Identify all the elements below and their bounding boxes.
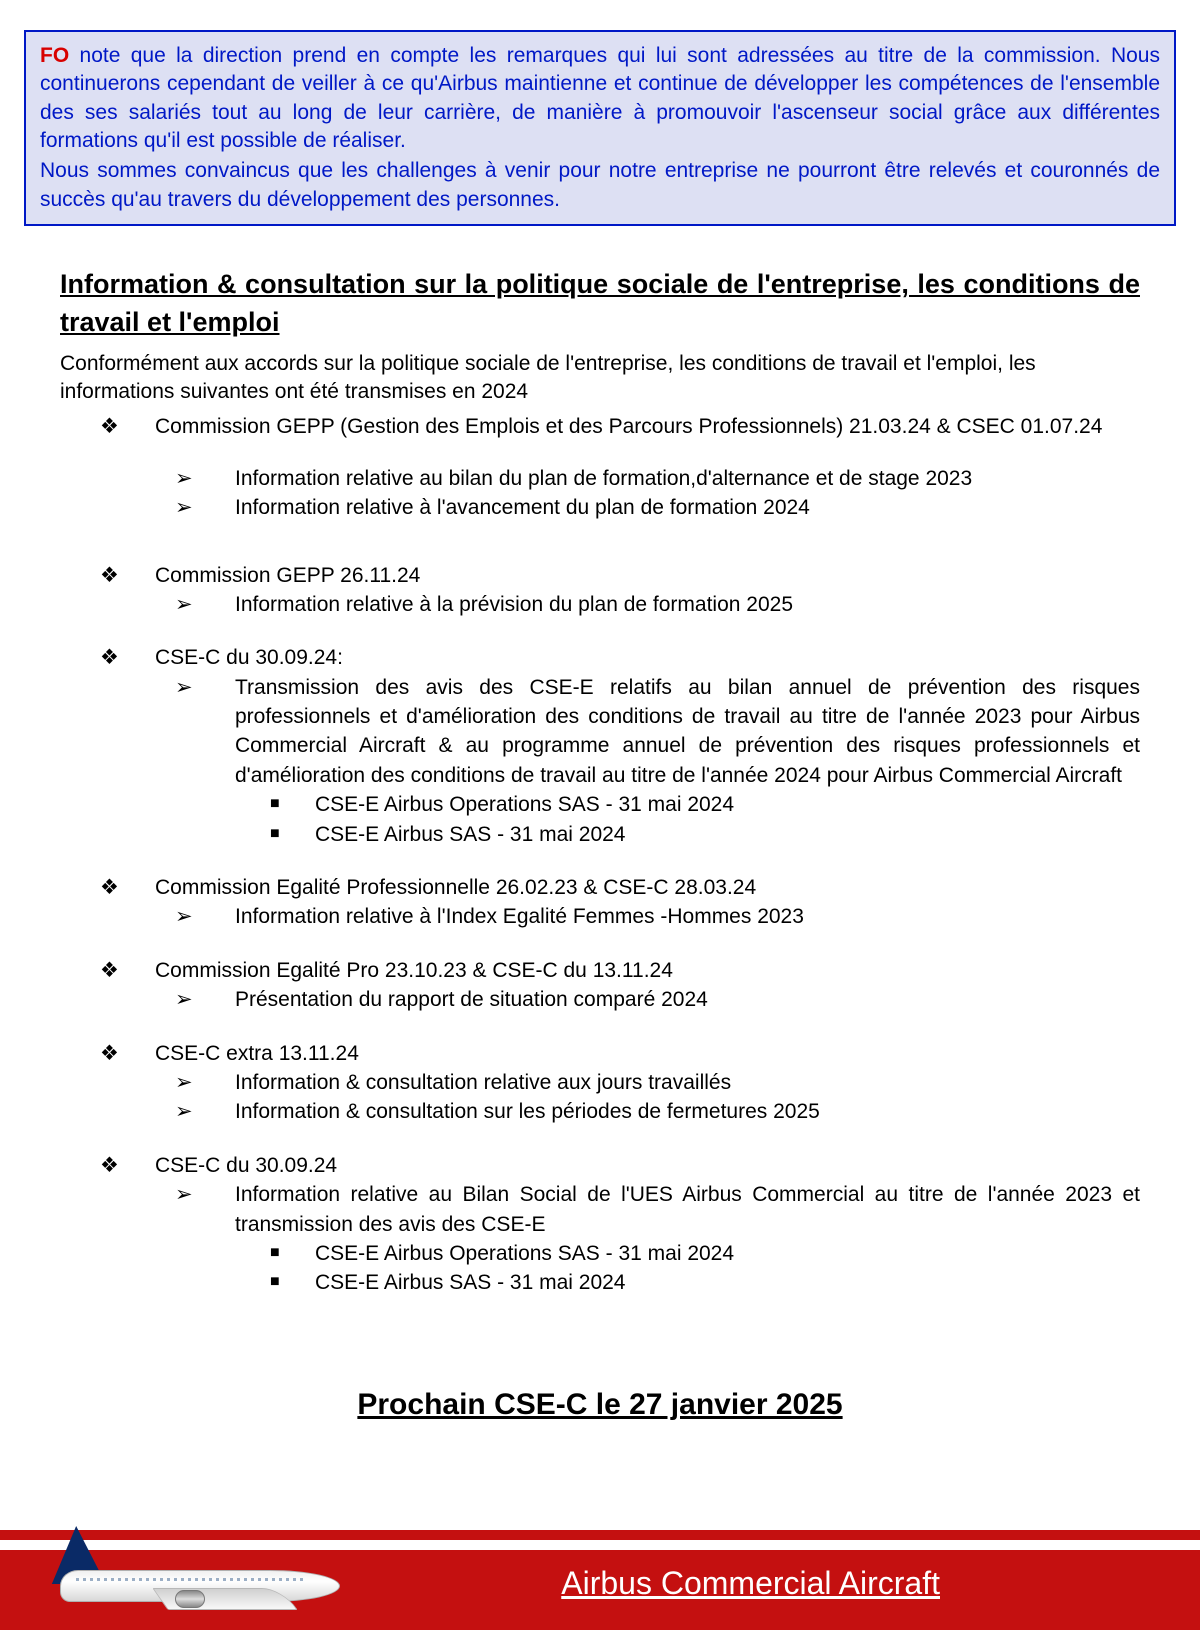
list-item: ❖Commission GEPP 26.11.24 <box>100 561 1140 590</box>
arrow-icon: ➢ <box>175 1068 235 1097</box>
list-item: ➢Information relative à la prévision du … <box>175 590 1140 619</box>
diamond-icon: ❖ <box>100 643 155 672</box>
list-item: ❖Commission Egalité Professionnelle 26.0… <box>100 873 1140 902</box>
arrow-icon: ➢ <box>175 1097 235 1126</box>
diamond-icon: ❖ <box>100 1151 155 1180</box>
square-icon: ■ <box>270 820 315 849</box>
list-item: ➢Présentation du rapport de situation co… <box>175 985 1140 1014</box>
footer-label: Airbus Commercial Aircraft <box>561 1565 940 1602</box>
fo-prefix: FO <box>40 44 69 67</box>
notice-para2: Nous sommes convaincus que les challenge… <box>40 157 1160 214</box>
arrow-icon: ➢ <box>175 902 235 931</box>
arrow-icon: ➢ <box>175 985 235 1014</box>
content: Information & consultation sur la politi… <box>0 226 1200 1422</box>
list-item: ■CSE-E Airbus SAS - 31 mai 2024 <box>270 1268 1140 1297</box>
list-item: ❖Commission GEPP (Gestion des Emplois et… <box>100 412 1140 441</box>
square-icon: ■ <box>270 1239 315 1268</box>
arrow-icon: ➢ <box>175 464 235 493</box>
list-item: ➢Transmission des avis des CSE-E relatif… <box>175 673 1140 791</box>
arrow-icon: ➢ <box>175 590 235 619</box>
square-icon: ■ <box>270 790 315 819</box>
square-icon: ■ <box>270 1268 315 1297</box>
diamond-icon: ❖ <box>100 1039 155 1068</box>
list-item: ❖CSE-C extra 13.11.24 <box>100 1039 1140 1068</box>
list-item: ■CSE-E Airbus Operations SAS - 31 mai 20… <box>270 790 1140 819</box>
airplane-icon: A321 <box>60 1515 370 1610</box>
next-meeting: Prochain CSE-C le 27 janvier 2025 <box>60 1388 1140 1422</box>
footer: Airbus Commercial Aircraft A321 <box>0 1495 1200 1630</box>
notice-para1: note que la direction prend en compte le… <box>40 44 1160 152</box>
list-item: ➢Information & consultation sur les péri… <box>175 1097 1140 1126</box>
section-title: Information & consultation sur la politi… <box>60 266 1140 342</box>
list-item: ➢Information relative au Bilan Social de… <box>175 1180 1140 1239</box>
diamond-icon: ❖ <box>100 561 155 590</box>
list-item: ■CSE-E Airbus SAS - 31 mai 2024 <box>270 820 1140 849</box>
list-item: ➢Information relative au bilan du plan d… <box>175 464 1140 493</box>
arrow-icon: ➢ <box>175 493 235 522</box>
list-item: ❖CSE-C du 30.09.24: <box>100 643 1140 672</box>
list-item: ➢Information relative à l'avancement du … <box>175 493 1140 522</box>
diamond-icon: ❖ <box>100 412 155 441</box>
list-item: ■CSE-E Airbus Operations SAS - 31 mai 20… <box>270 1239 1140 1268</box>
list-item: ❖Commission Egalité Pro 23.10.23 & CSE-C… <box>100 956 1140 985</box>
diamond-icon: ❖ <box>100 873 155 902</box>
section-intro: Conformément aux accords sur la politiqu… <box>60 350 1140 407</box>
list-item: ➢Information relative à l'Index Egalité … <box>175 902 1140 931</box>
notice-box: FO note que la direction prend en compte… <box>24 30 1176 226</box>
arrow-icon: ➢ <box>175 673 235 791</box>
list-item: ❖CSE-C du 30.09.24 <box>100 1151 1140 1180</box>
diamond-icon: ❖ <box>100 956 155 985</box>
list-item: ➢Information & consultation relative aux… <box>175 1068 1140 1097</box>
arrow-icon: ➢ <box>175 1180 235 1239</box>
